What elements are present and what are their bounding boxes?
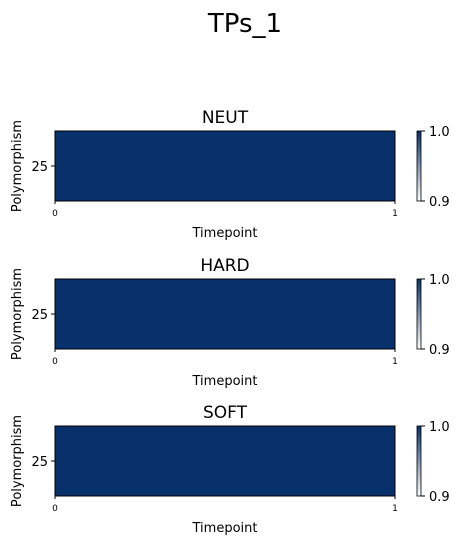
- colorbar-tick-label: 0.9: [429, 490, 450, 505]
- heatmap-panel-soft: SOFT 0 1 25 Timepoint Polymorphism 0.9 1.0: [10, 403, 450, 536]
- colorbar-tick-label: 1.0: [429, 420, 450, 435]
- x-axis-label: Timepoint: [192, 521, 258, 536]
- y-tick-label: 25: [31, 308, 48, 323]
- x-tick-label: 0: [52, 209, 58, 219]
- colorbar-tick-label: 1.0: [429, 273, 450, 288]
- x-axis-label: Timepoint: [192, 374, 258, 389]
- x-tick-label: 1: [392, 209, 398, 219]
- colorbar-tick-label: 0.9: [429, 343, 450, 358]
- x-tick-label: 1: [392, 504, 398, 514]
- panel-title: HARD: [200, 256, 249, 276]
- panel-title: NEUT: [202, 108, 249, 128]
- x-axis-label: Timepoint: [192, 226, 258, 241]
- heatmap-cell: [55, 426, 395, 496]
- heatmap-panel-neut: NEUT 0 1 25 Timepoint Polymorphism 0.9 1.0: [10, 108, 450, 241]
- y-axis-label: Polymorphism: [10, 415, 25, 507]
- panels: NEUT 0 1 25 Timepoint Polymorphism 0.9 1.0 HARD 0…: [10, 108, 450, 536]
- colorbar: [416, 278, 422, 350]
- colorbar: [416, 425, 422, 497]
- heatmap-panel-hard: HARD 0 1 25 Timepoint Polymorphism 0.9 1.0: [10, 256, 450, 389]
- figure-title: TPs_1: [207, 9, 282, 39]
- y-tick-label: 25: [31, 160, 48, 175]
- colorbar: [416, 130, 422, 202]
- colorbar-tick-label: 0.9: [429, 195, 450, 210]
- heatmap-cell: [55, 279, 395, 349]
- y-axis-label: Polymorphism: [10, 268, 25, 360]
- y-axis-label: Polymorphism: [10, 120, 25, 212]
- x-tick-label: 1: [392, 357, 398, 367]
- x-tick-label: 0: [52, 504, 58, 514]
- heatmap-cell: [55, 131, 395, 201]
- y-tick-label: 25: [31, 455, 48, 470]
- colorbar-tick-label: 1.0: [429, 125, 450, 140]
- panel-title: SOFT: [203, 403, 248, 423]
- x-tick-label: 0: [52, 357, 58, 367]
